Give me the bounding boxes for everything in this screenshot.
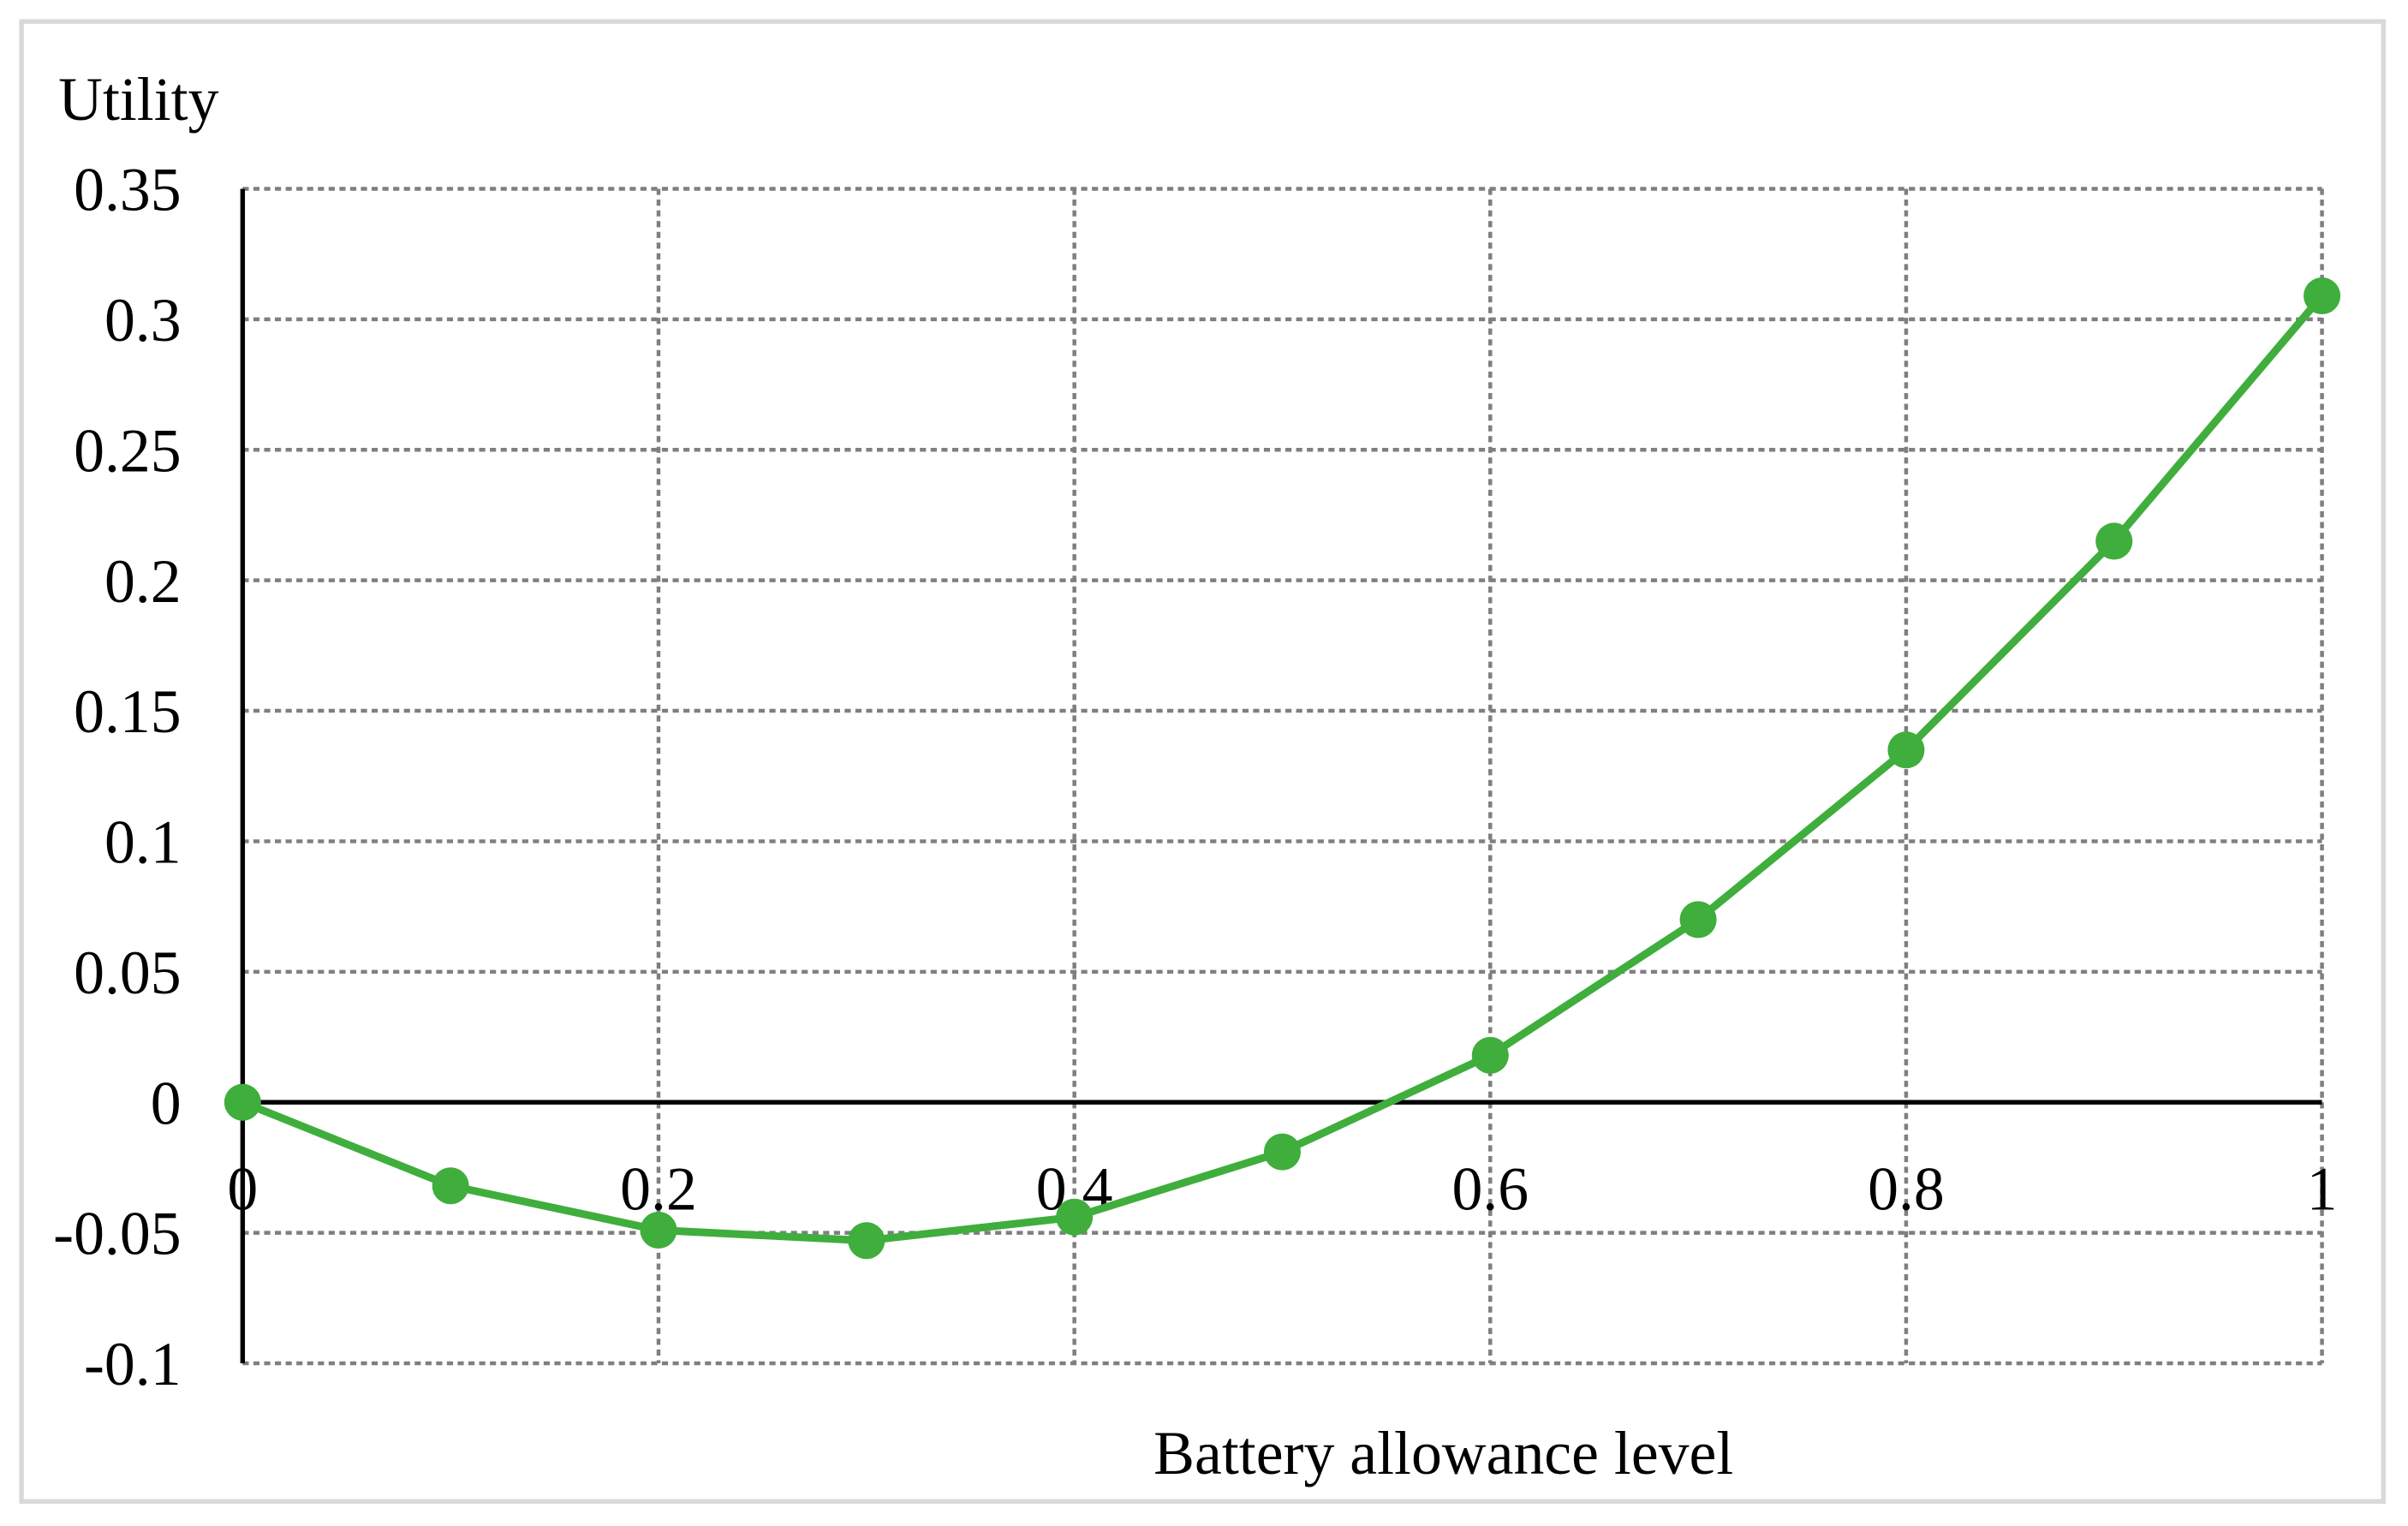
y-tick-label: 0.25 (74, 416, 182, 485)
x-tick-label: 1 (2307, 1155, 2338, 1224)
point (640, 1212, 677, 1249)
point (1887, 731, 1925, 769)
y-tick-label: 0.2 (104, 547, 182, 616)
y-tick-label: -0.1 (84, 1330, 182, 1398)
y-axis-title: Utility (58, 65, 218, 134)
point (1679, 901, 1717, 939)
point (432, 1167, 469, 1205)
y-tick-label: 0.1 (104, 808, 182, 877)
x-tick-label: 0.6 (1451, 1155, 1529, 1224)
y-tick-label: 0 (151, 1069, 182, 1137)
x-axis-title: Battery allowance level (1153, 1419, 1733, 1487)
point (848, 1222, 885, 1260)
y-tick-label: 0.15 (74, 677, 182, 746)
y-tick-label: -0.05 (53, 1200, 181, 1268)
y-tick-label: 0.35 (74, 156, 182, 224)
point (2304, 277, 2341, 314)
x-tick-label: 0.8 (1868, 1155, 1945, 1224)
point (1263, 1133, 1301, 1171)
point (224, 1083, 261, 1121)
axes: -0.1-0.0500.050.10.150.20.250.30.3500.20… (53, 156, 2337, 1398)
point (1471, 1036, 1509, 1074)
y-tick-label: 0.05 (74, 939, 182, 1007)
grid (242, 187, 2324, 1366)
point (1056, 1198, 1094, 1236)
point (2095, 522, 2133, 560)
chart-border (19, 19, 2386, 1505)
y-tick-label: 0.3 (104, 286, 182, 355)
plot (224, 277, 2341, 1260)
